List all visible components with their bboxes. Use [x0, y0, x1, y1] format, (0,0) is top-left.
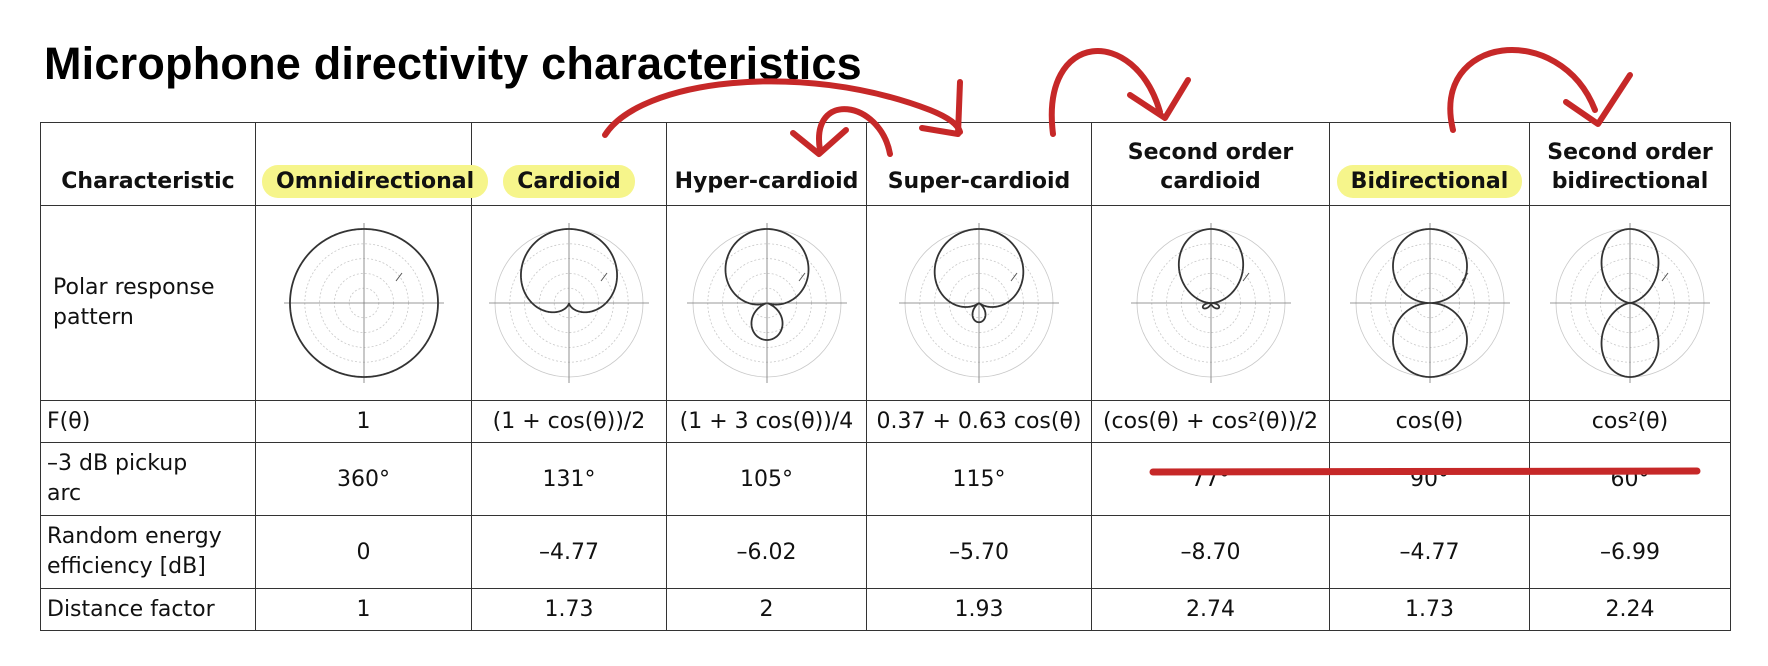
header-second-order-cardioid: Second order cardioid — [1091, 122, 1330, 206]
ink-arrowhead — [1563, 72, 1633, 127]
pickup-arc-cell: 90° — [1329, 442, 1530, 516]
f-theta-row: F(θ) 1 (1 + cos(θ))/2 (1 + 3 cos(θ))/4 0… — [40, 400, 1731, 443]
polar-grid — [283, 223, 444, 383]
distance-factor-cell: 1.73 — [471, 588, 667, 631]
f-theta-label: F(θ) — [40, 400, 256, 443]
polar-response-curve — [520, 228, 618, 314]
highlight-mark: Omnidirectional — [262, 165, 489, 199]
polar-hypercardioid — [666, 205, 867, 401]
polar-second-order-cardioid — [1091, 205, 1330, 401]
polar-second-order-bidirectional — [1529, 205, 1731, 401]
highlight-mark: Cardioid — [503, 165, 635, 199]
polar-plot-cardioid — [489, 223, 649, 383]
pickup-arc-cell: 360° — [255, 442, 472, 516]
polar-response-curve — [288, 228, 439, 378]
distance-factor-cell: 2.24 — [1529, 588, 1731, 631]
header-line-1: Second order — [1127, 139, 1294, 165]
highlight-mark: Bidirectional — [1336, 165, 1523, 199]
distance-factor-cell: 1.93 — [866, 588, 1092, 631]
polar-response-curve — [933, 228, 1025, 324]
pickup-arc-cell: 131° — [471, 442, 667, 516]
random-energy-cell: –6.99 — [1529, 515, 1731, 589]
polar-response-curve — [1391, 228, 1468, 378]
polar-grid — [899, 223, 1059, 383]
header-second-order-bidirectional: Second order bidirectional — [1529, 122, 1731, 206]
distance-factor-cell: 2.74 — [1091, 588, 1330, 631]
pickup-arc-row: –3 dB pickup arc 360° 131° 105° 115° 77°… — [40, 442, 1731, 516]
polar-plot-second-order-cardioid — [1130, 223, 1291, 383]
f-theta-cell: (1 + 3 cos(θ))/4 — [666, 400, 867, 443]
pickup-arc-cell: 60° — [1529, 442, 1731, 516]
f-theta-cell: (cos(θ) + cos²(θ))/2 — [1091, 400, 1330, 443]
distance-factor-cell: 1.73 — [1329, 588, 1530, 631]
random-energy-cell: –5.70 — [866, 515, 1092, 589]
polar-row-label: Polar response pattern — [40, 205, 256, 401]
label-line-2: efficiency [dB] — [47, 554, 206, 579]
distance-factor-cell: 1 — [255, 588, 472, 631]
pickup-arc-cell: 115° — [866, 442, 1092, 516]
random-energy-cell: –8.70 — [1091, 515, 1330, 589]
pickup-arc-cell: 105° — [666, 442, 867, 516]
header-hypercardioid: Hyper-cardioid — [666, 122, 867, 206]
polar-bidirectional — [1329, 205, 1530, 401]
f-theta-cell: 0.37 + 0.63 cos(θ) — [866, 400, 1092, 443]
header-omnidirectional: Omnidirectional — [255, 122, 489, 206]
polar-supercardioid — [866, 205, 1092, 401]
page-title: Microphone directivity characteristics — [44, 38, 862, 89]
header-cardioid: Cardioid — [471, 122, 667, 206]
polar-plot-supercardioid — [899, 223, 1059, 383]
distance-factor-row: Distance factor 1 1.73 2 1.93 2.74 1.73 … — [40, 588, 1731, 631]
header-line-2: cardioid — [1160, 169, 1261, 195]
header-bidirectional: Bidirectional — [1329, 122, 1530, 206]
f-theta-cell: cos(θ) — [1329, 400, 1530, 443]
polar-cardioid — [471, 205, 667, 401]
label-line-1: Polar response — [53, 275, 215, 301]
random-energy-row: Random energy efficiency [dB] 0 –4.77 –6… — [40, 515, 1731, 589]
pickup-arc-cell: 77° — [1091, 442, 1330, 516]
distance-factor-label: Distance factor — [40, 588, 256, 631]
polar-omnidirectional — [255, 205, 472, 401]
polar-response-curve — [1600, 228, 1660, 378]
random-energy-label: Random energy efficiency [dB] — [40, 515, 256, 589]
header-supercardioid: Super-cardioid — [866, 122, 1092, 206]
ink-arrowhead — [1127, 77, 1191, 121]
polar-grid — [686, 223, 847, 383]
random-energy-cell: –4.77 — [471, 515, 667, 589]
ink-arrow-bidir-to-second-bidir — [1447, 47, 1598, 133]
label-line-1: –3 dB pickup — [47, 451, 188, 477]
pickup-arc-label: –3 dB pickup arc — [40, 442, 256, 516]
polar-plot-omnidirectional — [283, 223, 444, 383]
header-line-2: bidirectional — [1551, 169, 1709, 195]
polar-plot-second-order-bidirectional — [1550, 223, 1710, 383]
f-theta-cell: (1 + cos(θ))/2 — [471, 400, 667, 443]
polar-response-curve — [724, 228, 809, 341]
label-line-2: pattern — [53, 305, 134, 330]
label-line-2: arc — [47, 481, 82, 506]
polar-plot-bidirectional — [1349, 223, 1510, 383]
polar-response-curve — [1177, 228, 1244, 310]
header-line-1: Second order — [1547, 139, 1713, 165]
f-theta-cell: 1 — [255, 400, 472, 443]
random-energy-cell: 0 — [255, 515, 472, 589]
header-characteristic: Characteristic — [40, 122, 256, 206]
random-energy-cell: –6.02 — [666, 515, 867, 589]
random-energy-cell: –4.77 — [1329, 515, 1530, 589]
polar-row: Polar response pattern — [40, 205, 1731, 401]
directivity-table: Characteristic Omnidirectional Cardioid … — [40, 122, 1731, 631]
f-theta-cell: cos²(θ) — [1529, 400, 1731, 443]
polar-plot-hypercardioid — [686, 223, 847, 383]
distance-factor-cell: 2 — [666, 588, 867, 631]
label-line-1: Random energy — [47, 524, 222, 550]
header-row: Characteristic Omnidirectional Cardioid … — [40, 122, 1731, 206]
